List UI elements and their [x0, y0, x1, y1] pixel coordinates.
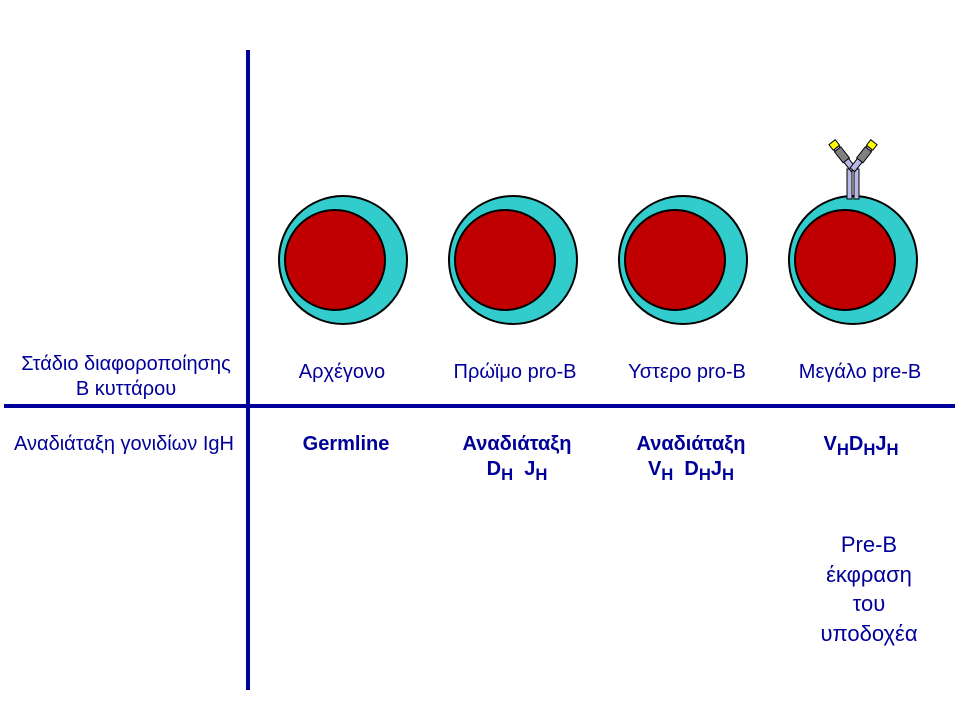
axis-horizontal [4, 404, 955, 408]
cell-early-proB [448, 195, 578, 325]
cell-nucleus [284, 209, 386, 311]
row-header-stage: Στάδιο διαφοροποίησης Β κυττάρου [8, 352, 244, 402]
cell-nucleus [454, 209, 556, 311]
stage-label-1: Πρώϊμο pro-B [430, 360, 600, 385]
axis-vertical [246, 50, 250, 690]
rearrangement-label-2: ΑναδιάταξηVH DHJH [606, 432, 776, 486]
rearrangement-label-3: VHDHJH [776, 432, 946, 461]
rearrangement-label-1: ΑναδιάταξηDH JH [432, 432, 602, 486]
antibody-icon [825, 135, 881, 201]
cell-large-preB [788, 195, 918, 325]
stage-label-3: Μεγάλο pre-B [770, 360, 950, 385]
rearrangement-label-0: Germline [266, 432, 426, 457]
preB-receptor-expression-label: Pre-Bέκφρασητουυποδοχέα [784, 530, 954, 649]
stage-label-2: Υστερο pro-B [602, 360, 772, 385]
cell-nucleus [794, 209, 896, 311]
cell-stem [278, 195, 408, 325]
stage-label-0: Αρχέγονο [262, 360, 422, 385]
cell-nucleus [624, 209, 726, 311]
cell-late-proB [618, 195, 748, 325]
row-header-ig-rearrangement: Αναδιάταξη γονιδίων IgH [4, 432, 244, 457]
